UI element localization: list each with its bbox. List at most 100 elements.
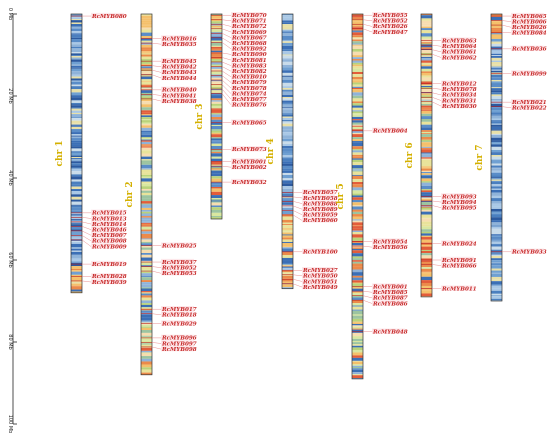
chromosome-band bbox=[352, 370, 363, 372]
chromosome-band bbox=[282, 108, 293, 109]
chromosome-band bbox=[491, 44, 502, 47]
chromosome-band bbox=[211, 47, 222, 49]
chromosome-band bbox=[352, 69, 363, 72]
chromosome-band bbox=[491, 279, 502, 281]
chromosome-band bbox=[141, 49, 152, 51]
chromosome-band bbox=[71, 242, 82, 244]
gene-connector bbox=[432, 205, 441, 207]
chromosome-band bbox=[352, 129, 363, 130]
chromosome-band bbox=[141, 110, 152, 112]
chromosome-band bbox=[71, 189, 82, 191]
gene-label: RcMYB030 bbox=[441, 104, 477, 110]
chromosome-band bbox=[211, 159, 222, 162]
chromosome-band bbox=[71, 42, 82, 44]
chromosome-band bbox=[211, 106, 222, 108]
chromosome-band bbox=[352, 249, 363, 250]
chromosome-band bbox=[211, 89, 222, 90]
chromosome-band bbox=[491, 83, 502, 84]
chromosome-band bbox=[141, 321, 152, 323]
chromosome-band bbox=[421, 172, 432, 173]
chromosome-band bbox=[352, 79, 363, 80]
chromosome-band bbox=[211, 138, 222, 140]
chromosome-band bbox=[421, 111, 432, 114]
chromosome-band bbox=[141, 325, 152, 327]
chromosome-band bbox=[491, 121, 502, 123]
chromosome-band bbox=[71, 129, 82, 132]
chromosome-band bbox=[491, 284, 502, 286]
chromosome-band bbox=[352, 96, 363, 99]
chromosome-band bbox=[71, 255, 82, 257]
chromosome-band bbox=[352, 300, 363, 303]
chromosome-label: chr 2 bbox=[125, 181, 135, 207]
chromosome-band bbox=[141, 341, 152, 344]
chromosome-band bbox=[71, 97, 82, 99]
chromosome-band bbox=[71, 104, 82, 105]
chromosome-band bbox=[141, 272, 152, 273]
gene-connector bbox=[432, 97, 441, 100]
chromosome-band bbox=[211, 52, 222, 55]
chromosome-band bbox=[352, 83, 363, 85]
chromosome-band bbox=[71, 137, 82, 138]
chromosome-band bbox=[71, 82, 82, 85]
chromosome-band bbox=[211, 213, 222, 216]
chromosome-band bbox=[141, 132, 152, 135]
chromosome-band bbox=[352, 113, 363, 114]
chromosome-band bbox=[421, 176, 432, 179]
chromosome-band bbox=[211, 133, 222, 134]
chromosome-band bbox=[71, 284, 82, 286]
chromosome-band bbox=[71, 100, 82, 103]
chromosome-band bbox=[282, 55, 293, 58]
chromosome-band bbox=[352, 344, 363, 346]
chromosome-band bbox=[421, 251, 432, 253]
chromosome-band bbox=[491, 260, 502, 262]
chromosome-band bbox=[421, 155, 432, 158]
chromosome-band bbox=[282, 86, 293, 88]
chromosome-band bbox=[141, 99, 152, 101]
gene-connector bbox=[363, 29, 372, 32]
chromosome-band bbox=[282, 235, 293, 236]
chromosome-band bbox=[71, 219, 82, 220]
chromosome-band bbox=[491, 25, 502, 28]
chromosome-band bbox=[491, 239, 502, 240]
chromosome-band bbox=[71, 261, 82, 262]
chromosome-band bbox=[282, 217, 293, 220]
chromosome-band bbox=[491, 265, 502, 268]
chromosome-band bbox=[282, 164, 293, 166]
chromosome-band bbox=[491, 175, 502, 177]
chromosome-band bbox=[352, 77, 363, 79]
chromosome-band bbox=[211, 129, 222, 131]
gene-connector bbox=[222, 53, 231, 54]
chromosome-band bbox=[491, 14, 502, 17]
gene-connector bbox=[152, 94, 161, 95]
chromosome-band bbox=[71, 136, 82, 137]
chromosome-2: chr 2RcMYB016RcMYB035RcMYB045RcMYB042RcM… bbox=[125, 14, 197, 375]
chromosome-band bbox=[421, 207, 432, 209]
chromosome-band bbox=[141, 348, 152, 351]
chromosome-band bbox=[71, 68, 82, 69]
gene-connector bbox=[432, 265, 441, 266]
chromosome-band bbox=[211, 126, 222, 129]
chromosome-band bbox=[71, 109, 82, 111]
chromosome-band bbox=[211, 21, 222, 23]
chromosome-band bbox=[491, 181, 502, 182]
chromosome-band bbox=[141, 215, 152, 216]
chromosome-band bbox=[421, 189, 432, 190]
chromosome-band bbox=[491, 107, 502, 110]
chromosome-band bbox=[141, 131, 152, 132]
chromosome-band bbox=[282, 139, 293, 142]
chromosome-band bbox=[352, 205, 363, 206]
chromosome-band bbox=[71, 171, 82, 174]
chromosome-band bbox=[282, 59, 293, 60]
chromosome-band bbox=[421, 56, 432, 57]
chromosome-band bbox=[141, 212, 152, 214]
chromosome-band bbox=[71, 108, 82, 109]
chromosome-band bbox=[491, 22, 502, 25]
chromosome-band bbox=[211, 142, 222, 144]
chromosome-band bbox=[282, 171, 293, 173]
chromosome-band bbox=[352, 172, 363, 175]
chromosome-band bbox=[211, 179, 222, 182]
chromosome-band bbox=[352, 157, 363, 159]
chromosome-band bbox=[71, 39, 82, 42]
chromosome-band bbox=[71, 29, 82, 32]
chromosome-band bbox=[71, 20, 82, 22]
